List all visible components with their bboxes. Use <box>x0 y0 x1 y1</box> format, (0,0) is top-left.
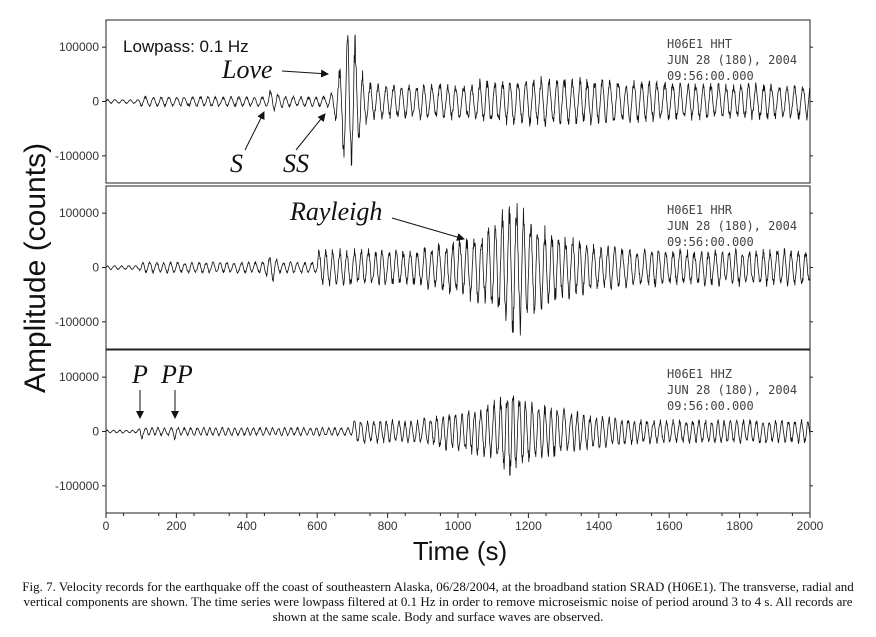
arrow-ss <box>295 113 326 151</box>
annotation-s: S <box>230 149 243 178</box>
x-tick-label: 1600 <box>656 519 683 533</box>
arrow-love <box>281 69 329 78</box>
station-stamp-line: JUN 28 (180), 2004 <box>667 53 797 67</box>
annotation-p: P <box>131 360 148 389</box>
annotation-pp: PP <box>160 360 193 389</box>
x-axis: 0 200 400 600 800 1000 1200 1400 1600 1800 2000 <box>103 513 824 533</box>
annotation-love: Love <box>221 55 273 84</box>
station-stamp-line: JUN 28 (180), 2004 <box>667 383 797 397</box>
panel-3: 100000 0 -100000 H06E1 HHZ JUN 28 (180), 200… <box>55 349 813 514</box>
station-stamp-line: H06E1 HHR <box>667 203 733 217</box>
x-tick-label: 1000 <box>445 519 472 533</box>
x-tick-label: 1800 <box>726 519 753 533</box>
station-stamp-line: 09:56:00.000 <box>667 235 754 249</box>
figure-caption: Fig. 7. Velocity records for the earthqu… <box>22 579 854 624</box>
annotation-rayleigh: Rayleigh <box>289 197 382 226</box>
lowpass-label: Lowpass: 0.1 Hz <box>123 37 249 56</box>
x-tick-label: 600 <box>307 519 327 533</box>
station-stamp-line: H06E1 HHZ <box>667 367 732 381</box>
arrow-rayleigh <box>391 217 465 241</box>
x-axis-title: Time (s) <box>413 536 507 566</box>
station-stamp-line: 09:56:00.000 <box>667 399 754 413</box>
waveform-trace <box>105 395 811 476</box>
y-tick-label: -100000 <box>55 479 99 493</box>
seismogram-figure: Amplitude (counts) Time (s) 1000000-1000… <box>19 19 824 566</box>
y-tick-label: 0 <box>92 95 99 109</box>
y-tick-label: 0 <box>92 425 99 439</box>
y-tick-label: 100000 <box>59 206 99 220</box>
arrow-s <box>244 111 265 151</box>
x-tick-label: 0 <box>103 519 110 533</box>
y-axis-title: Amplitude (counts) <box>19 143 52 393</box>
y-tick-label: -100000 <box>55 149 99 163</box>
y-tick-label: -100000 <box>55 315 99 329</box>
x-tick-label: 400 <box>237 519 257 533</box>
y-tick-label: 0 <box>92 261 99 275</box>
x-tick-label: 1400 <box>585 519 612 533</box>
y-tick-label: 100000 <box>59 40 99 54</box>
waveform-trace <box>105 34 811 167</box>
annotation-ss: SS <box>283 149 309 178</box>
y-tick-label: 100000 <box>59 370 99 384</box>
panel-2: 100000 0 -100000 H06E1 HHR JUN 28 (180), 200… <box>55 185 813 350</box>
x-tick-label: 200 <box>166 519 186 533</box>
station-stamp-line: JUN 28 (180), 2004 <box>667 219 797 233</box>
station-stamp-line: H06E1 HHT <box>667 37 732 51</box>
x-tick-label: 2000 <box>797 519 824 533</box>
panels-group: 100000 0 -100000 H06E1 HHT JUN 28 (180), 200… <box>55 19 813 514</box>
x-tick-label: 1200 <box>515 519 542 533</box>
station-stamp-line: 09:56:00.000 <box>667 69 754 83</box>
x-tick-label: 800 <box>378 519 398 533</box>
panel-1: 100000 0 -100000 H06E1 HHT JUN 28 (180), 200… <box>55 19 813 184</box>
waveform-trace <box>105 202 811 336</box>
